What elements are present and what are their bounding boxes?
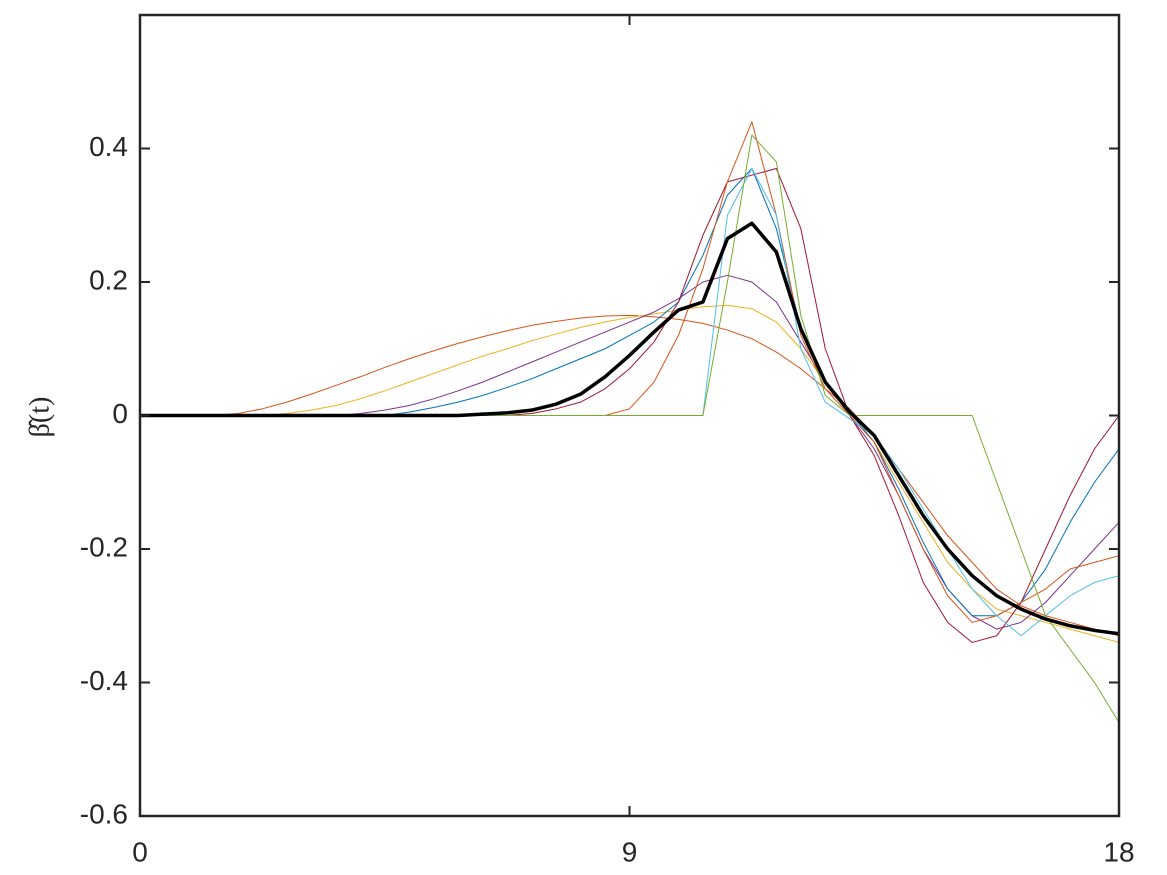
x-tick-label: 18 [1103,836,1134,867]
data-line [140,134,1119,723]
y-axis-label: β̂(t) [24,397,55,438]
plot-frame [138,13,1121,818]
x-tick-label: 9 [622,836,638,867]
data-line [140,314,1119,637]
y-tick-label: 0.2 [89,264,128,295]
y-tick-label: -0.4 [80,665,128,696]
data-line [140,304,1119,643]
data-line [140,121,1119,623]
y-tick-label: -0.2 [80,531,128,562]
data-line [140,168,1119,617]
data-line [140,221,1119,636]
x-tick-label: 0 [132,836,148,867]
data-line [140,168,1119,643]
y-tick-label: 0 [112,398,128,429]
y-tick-label: 0.4 [89,131,128,162]
y-tick-label: -0.6 [80,798,128,829]
